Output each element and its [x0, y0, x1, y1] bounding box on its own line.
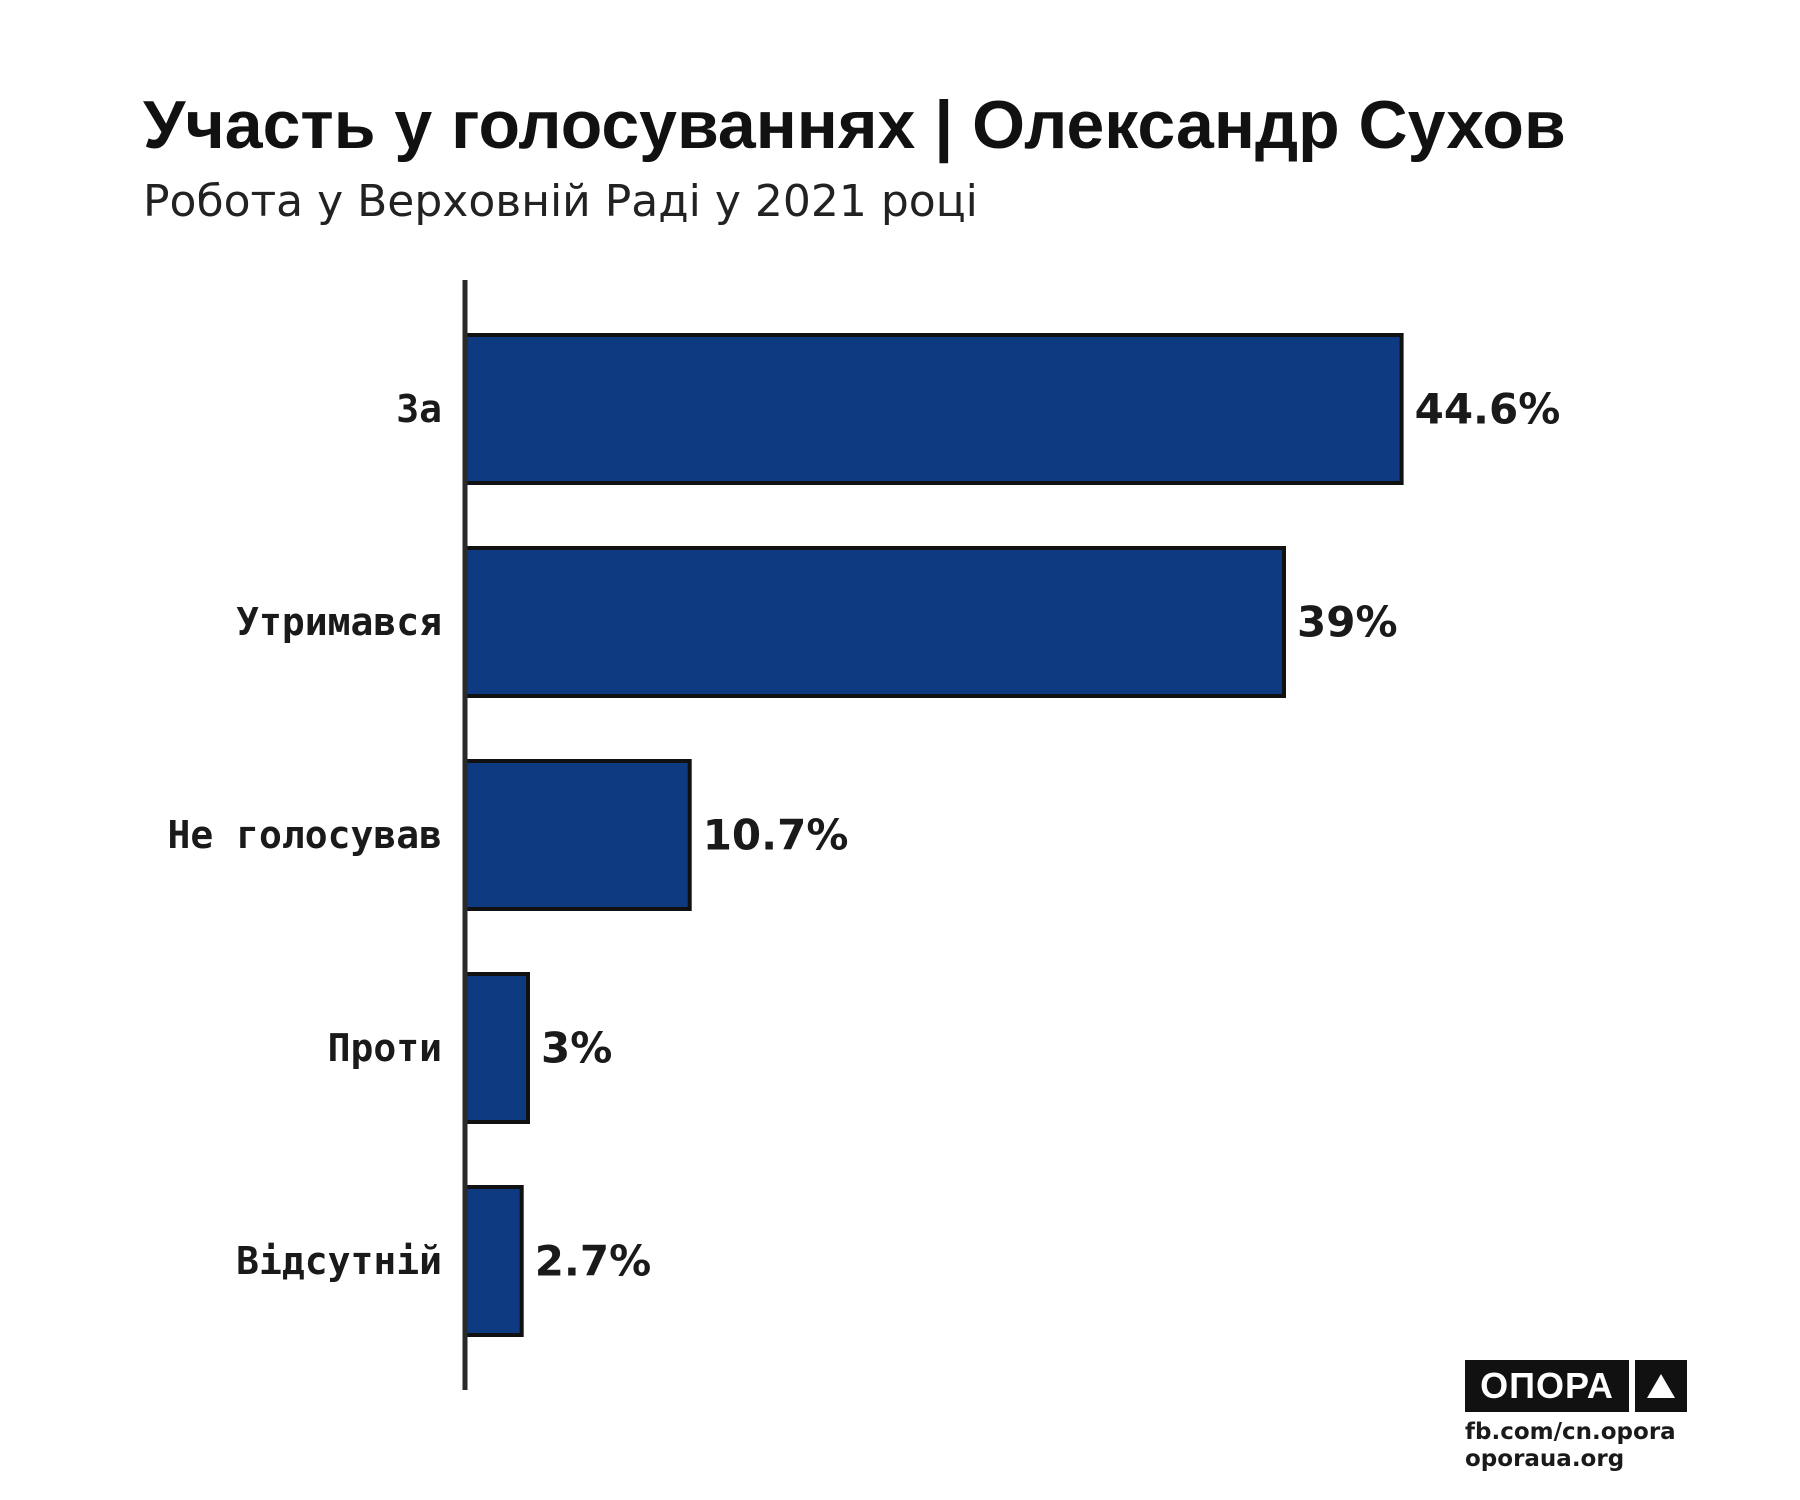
value-label: 39% — [1297, 598, 1398, 647]
bar-4 — [463, 1185, 524, 1337]
value-label: 44.6% — [1415, 385, 1561, 434]
chart-subtitle: Робота у Верховній Раді у 2021 році — [143, 176, 978, 227]
value-label: 2.7% — [535, 1237, 651, 1286]
category-label: За — [396, 387, 442, 431]
value-labels-group: 44.6% 39% 10.7% 3% 2.7% — [535, 385, 1561, 1286]
bar-2 — [463, 759, 692, 911]
category-label: Утримався — [236, 600, 442, 644]
value-label: 3% — [541, 1024, 612, 1073]
facebook-link[interactable]: fb.com/cn.opora — [1465, 1419, 1676, 1445]
category-label: Проти — [328, 1026, 442, 1070]
category-label: Відсутній — [236, 1239, 442, 1283]
chart-title: Участь у голосуваннях | Олександр Сухов — [143, 87, 1566, 163]
logo-wordmark: ОПОРА — [1465, 1360, 1629, 1412]
logo-divider — [1629, 1360, 1635, 1412]
triangle-up-icon — [1635, 1360, 1687, 1412]
bar-3 — [463, 972, 530, 1124]
bars-group — [463, 333, 1404, 1337]
category-labels-group: За Утримався Не голосував Проти Відсутній — [167, 387, 442, 1283]
opora-logo: ОПОРА — [1465, 1360, 1687, 1412]
website-link[interactable]: oporaua.org — [1465, 1446, 1625, 1472]
value-label: 10.7% — [703, 811, 849, 860]
category-label: Не голосував — [167, 813, 442, 857]
bar-1 — [463, 546, 1286, 698]
bar-0 — [463, 333, 1404, 485]
